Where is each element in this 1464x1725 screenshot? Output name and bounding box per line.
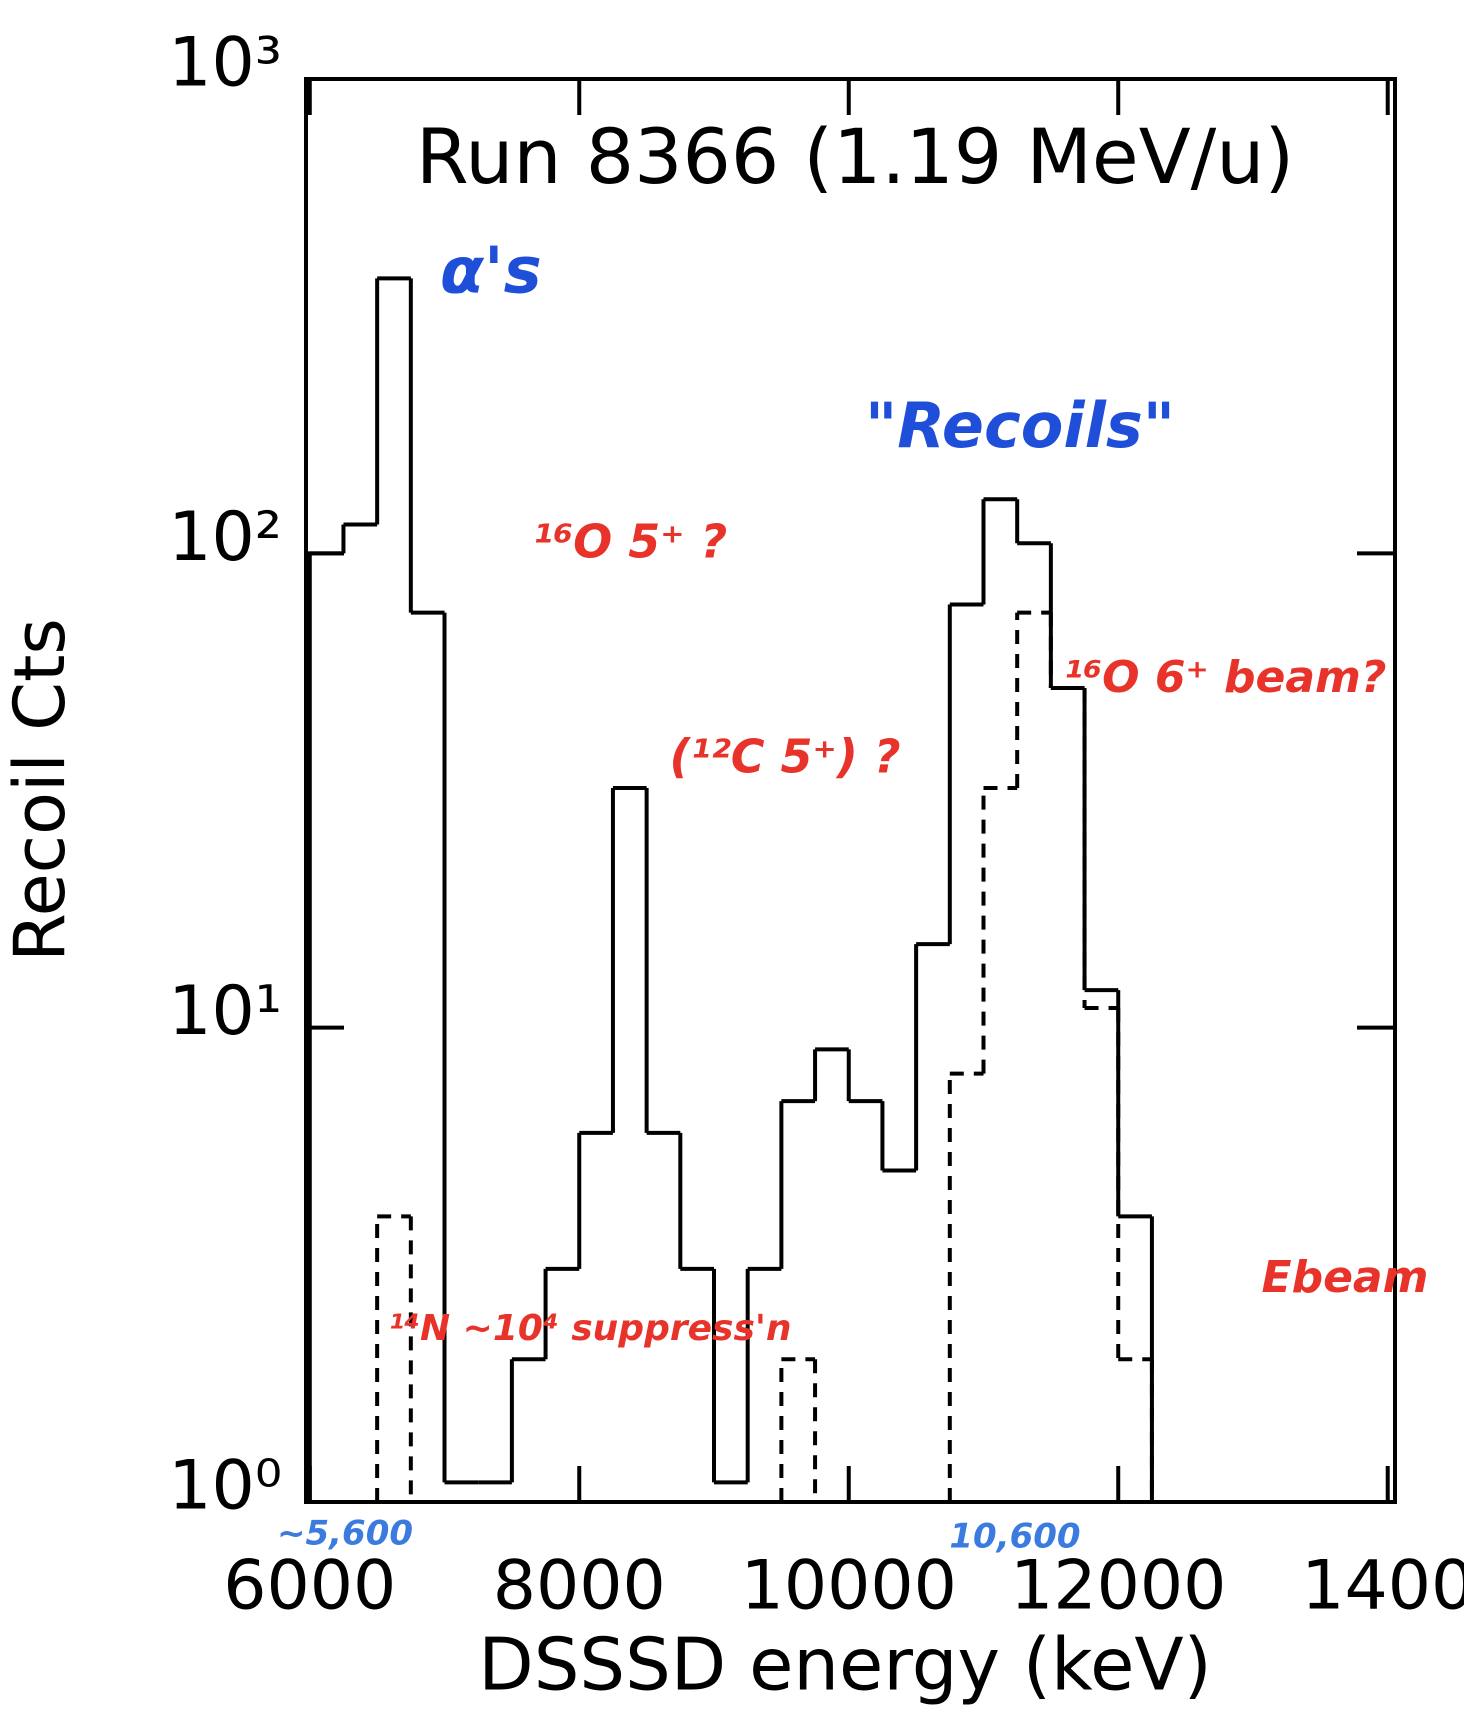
annotation: α's xyxy=(440,235,542,309)
x-axis-label: DSSSD energy (keV) xyxy=(478,1623,1212,1707)
y-tick-label: 10² xyxy=(168,498,282,577)
y-tick-label: 10⁰ xyxy=(168,1447,282,1526)
x-tick-label: 12000 xyxy=(1010,1547,1226,1626)
annotation: ¹⁶O 5⁺ ? xyxy=(533,515,727,569)
chart-title: Run 8366 (1.19 MeV/u) xyxy=(416,112,1294,201)
x-tick-label: 6000 xyxy=(223,1547,396,1626)
x-tick-label: 8000 xyxy=(493,1547,666,1626)
y-tick-label: 10¹ xyxy=(168,972,282,1051)
annotation: ~5,600 xyxy=(277,1514,413,1554)
x-tick-label: 10000 xyxy=(741,1547,957,1626)
annotation: ¹⁶O 6⁺ beam? xyxy=(1064,652,1387,703)
annotation: (¹²C 5⁺) ? xyxy=(669,730,900,784)
annotation: "Recoils" xyxy=(865,389,1175,462)
y-axis-label: Recoil Cts xyxy=(0,618,81,962)
annotation: 10,600 xyxy=(949,1517,1080,1557)
y-tick-label: 10³ xyxy=(168,24,282,103)
x-tick-label: 1400 xyxy=(1301,1547,1464,1626)
annotation: Ebeam xyxy=(1262,1252,1429,1303)
annotation: ¹⁴N ~10⁴ suppress'n xyxy=(388,1308,791,1349)
